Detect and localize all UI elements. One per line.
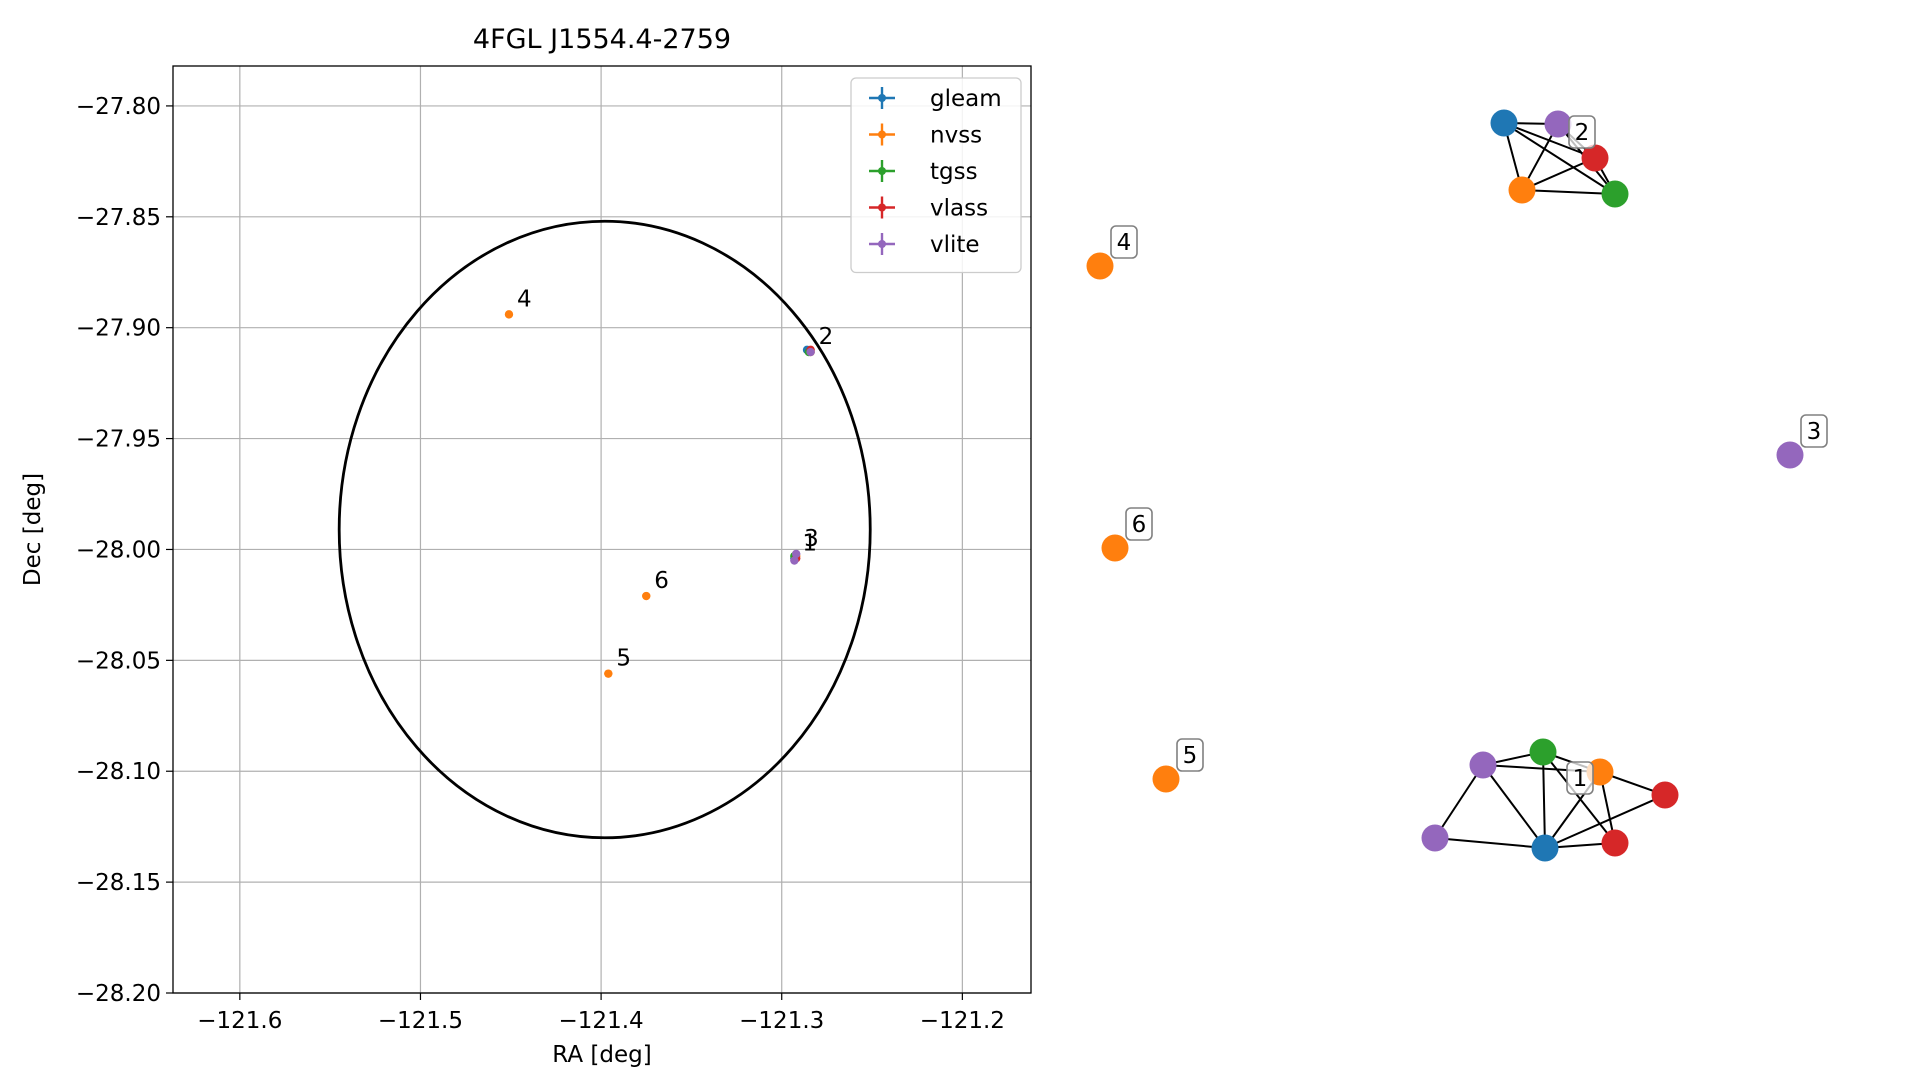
network-node-v1b <box>1421 824 1449 852</box>
node-label-text: 1 <box>1573 766 1588 792</box>
node-label-box <box>1176 738 1204 772</box>
network-node-r1b <box>1601 829 1629 857</box>
y-tick-label: −28.05 <box>76 648 161 674</box>
network-node-v1a <box>1469 751 1497 779</box>
network-node-r1a <box>1651 781 1679 809</box>
node-label-5: 5 <box>1176 738 1204 772</box>
network-panel: 2 4 6 5 3 1 <box>1086 109 1828 862</box>
error-ellipse <box>337 219 872 840</box>
y-tick-label: −27.80 <box>76 94 161 120</box>
node-label-box <box>1125 507 1153 541</box>
plot-frame <box>172 65 1032 994</box>
legend-marker-dot <box>878 94 886 102</box>
y-axis-label: Dec [deg] <box>20 473 46 586</box>
x-tick-label: −121.6 <box>197 1008 282 1034</box>
legend-marker-dot <box>878 203 886 212</box>
annotation-4: 4 <box>517 286 532 312</box>
network-edge <box>1434 764 1484 839</box>
legend-item-tgss[interactable]: tgss <box>869 159 978 185</box>
node-label-box <box>1800 414 1828 448</box>
y-tick-label: −27.95 <box>76 427 161 453</box>
annotation-1: 1 <box>802 530 817 556</box>
annotation-6: 6 <box>654 568 669 594</box>
y-tick-label: −28.00 <box>76 537 161 563</box>
node-label-box <box>1568 115 1596 149</box>
network-node-r2a <box>1581 144 1609 172</box>
network-edge <box>1544 794 1666 849</box>
network-node-g1 <box>1531 834 1559 862</box>
error-ellipse-layer <box>337 219 872 840</box>
node-label-text: 3 <box>1807 419 1822 445</box>
node-label-text: 4 <box>1117 230 1132 256</box>
vlite-point <box>790 556 799 565</box>
legend-label: vlite <box>930 232 980 258</box>
x-tick-label: −121.2 <box>920 1008 1005 1034</box>
node-label-box <box>1110 225 1138 259</box>
legend-label: vlass <box>930 196 988 222</box>
node-label-text: 6 <box>1132 512 1147 538</box>
annotation-5: 5 <box>616 646 631 672</box>
network-node-n2a <box>1508 176 1536 204</box>
scatter-panel: 4 2 31 6 5 −121.6 −121.5 −121.4 −121.3 −121.2 −27… <box>20 24 1032 1068</box>
x-tick-label: −121.5 <box>378 1008 463 1034</box>
y-tick-label: −27.85 <box>76 205 161 231</box>
network-node-v3 <box>1776 441 1804 469</box>
points-layer <box>504 310 815 678</box>
tick-layer: −121.6 −121.5 −121.4 −121.3 −121.2 −27.80 −27.… <box>76 94 1005 1034</box>
network-edge <box>1482 764 1546 849</box>
legend-marker-dot <box>878 130 886 139</box>
network-edge <box>1542 751 1546 849</box>
y-tick-label: −28.20 <box>76 981 161 1007</box>
network-node-t1 <box>1529 738 1557 766</box>
node-label-1: 1 <box>1566 761 1594 795</box>
network-edge <box>1503 122 1616 195</box>
node-label-box <box>1566 761 1594 795</box>
x-tick-label: −121.3 <box>739 1008 824 1034</box>
legend-item-gleam[interactable]: gleam <box>869 86 1002 112</box>
node-label-2: 2 <box>1568 115 1596 149</box>
legend-label: nvss <box>930 123 982 149</box>
node-label-text: 5 <box>1183 743 1198 769</box>
network-edge <box>1521 189 1616 195</box>
network-edge <box>1434 837 1546 849</box>
nvss-point <box>604 669 613 678</box>
legend-marker-dot <box>878 240 886 248</box>
node-layer <box>1086 109 1804 862</box>
x-axis-label: RA [deg] <box>552 1042 651 1068</box>
node-label-4: 4 <box>1110 225 1138 259</box>
annotation-3: 3 <box>804 526 819 552</box>
node-label-6: 6 <box>1125 507 1153 541</box>
legend-item-vlass[interactable]: vlass <box>869 196 988 222</box>
legend-box <box>850 77 1022 274</box>
legend-marker-dot <box>878 167 886 175</box>
network-edge <box>1542 751 1616 844</box>
vlite-point <box>806 347 815 357</box>
legend-item-nvss[interactable]: nvss <box>869 123 982 149</box>
network-node-n5 <box>1152 765 1180 793</box>
chart-title: 4FGL J1554.4-2759 <box>473 24 731 55</box>
network-node-n6 <box>1101 534 1129 562</box>
node-label-text: 2 <box>1575 120 1590 146</box>
x-tick-label: −121.4 <box>559 1008 644 1034</box>
legend[interactable]: gleam nvss tgss vlass vlite <box>850 77 1022 274</box>
edge-layer <box>1434 122 1666 849</box>
legend-label: gleam <box>930 86 1002 112</box>
network-node-g2a <box>1490 109 1518 137</box>
node-label-3: 3 <box>1800 414 1828 448</box>
network-node-n4 <box>1086 252 1114 280</box>
legend-label: tgss <box>930 159 978 185</box>
node-label-layer: 2 4 6 5 3 1 <box>1110 115 1828 795</box>
annotations-layer: 4 2 31 6 5 <box>517 286 833 671</box>
y-tick-label: −27.90 <box>76 316 161 342</box>
y-tick-label: −28.10 <box>76 759 161 785</box>
annotation-2: 2 <box>819 324 834 350</box>
network-node-t2a <box>1601 180 1629 208</box>
y-tick-label: −28.15 <box>76 870 161 896</box>
legend-item-vlite[interactable]: vlite <box>869 232 980 258</box>
nvss-point <box>504 310 514 319</box>
vlite-point <box>791 549 801 559</box>
nvss-point <box>642 591 651 601</box>
network-node-v2a <box>1544 110 1572 138</box>
